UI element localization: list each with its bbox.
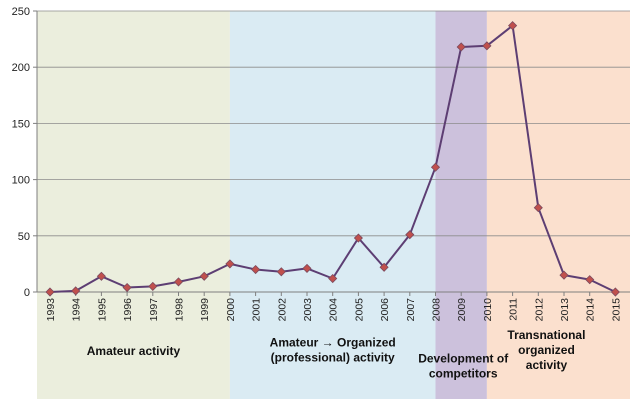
- x-tick-label: 2002: [276, 298, 288, 322]
- phase-band-2: [229, 11, 436, 399]
- series-markers: [45, 21, 620, 297]
- data-point-2011: [508, 21, 518, 31]
- phase-band-1: [37, 11, 230, 399]
- data-point-1998: [173, 277, 184, 287]
- phase-label-3: Development of: [418, 352, 509, 366]
- x-tick-label: 1995: [96, 298, 108, 322]
- x-tick-label: 2006: [379, 298, 391, 322]
- gridlines: [37, 10, 630, 237]
- data-point-2001: [251, 264, 261, 275]
- phase-label-2: Amateur → Organized: [270, 336, 396, 350]
- y-tick-label: 250: [12, 6, 30, 18]
- x-tick-label: 2008: [431, 298, 443, 322]
- x-tick-label: 2013: [559, 298, 571, 322]
- data-point-1994: [71, 286, 81, 296]
- x-tick-label: 2001: [251, 298, 263, 322]
- data-point-2012: [533, 203, 543, 213]
- data-point-2002: [276, 267, 286, 277]
- x-tick-label: 2007: [405, 298, 417, 322]
- x-tick-label: 1999: [199, 298, 211, 322]
- x-tick-label: 2012: [533, 298, 545, 322]
- x-tick-label: 2003: [302, 298, 314, 322]
- data-point-2004: [328, 273, 338, 284]
- phase-label-1: Amateur activity: [87, 344, 181, 358]
- phase-label-3: competitors: [429, 367, 498, 381]
- x-tick-label: 1998: [174, 298, 186, 322]
- x-tick-label: 2011: [508, 298, 520, 321]
- x-tick-label: 1994: [71, 298, 83, 322]
- x-tick-label: 1996: [122, 298, 134, 322]
- phase-label-4: organized: [518, 343, 575, 357]
- phase-labels: Amateur activity Amateur → Organized(prof…: [87, 328, 586, 381]
- data-point-2003: [302, 263, 312, 273]
- data-point-1995: [96, 271, 106, 281]
- data-point-2008: [430, 162, 441, 172]
- data-point-1996: [122, 282, 132, 293]
- x-axis-ticks: 1993 1994 1995 1996 1997 1998 1999 2000 2001 2002…: [45, 292, 622, 321]
- x-tick-label: 2014: [585, 298, 597, 322]
- x-tick-label: 2010: [482, 298, 494, 322]
- y-tick-label: 50: [18, 231, 30, 243]
- phase-label-4: Transnational: [507, 328, 585, 342]
- axes: [36, 11, 630, 293]
- data-point-1993: [45, 287, 55, 297]
- x-tick-label: 2004: [328, 298, 340, 322]
- y-tick-label: 100: [12, 175, 30, 187]
- data-point-1997: [148, 281, 158, 291]
- x-tick-label: 2009: [456, 298, 468, 322]
- y-axis-ticks: 0 50 100 150 200 250: [12, 6, 37, 299]
- phase-label-4: activity: [526, 358, 568, 372]
- data-point-1999: [199, 271, 209, 281]
- phase-backgrounds: [37, 11, 630, 399]
- phase-band-4: [486, 11, 630, 399]
- data-point-2007: [405, 230, 415, 240]
- data-point-2009: [456, 42, 466, 52]
- data-point-2014: [585, 275, 595, 285]
- phase-label-2: (professional) activity: [271, 351, 395, 365]
- y-tick-label: 200: [12, 62, 30, 74]
- x-tick-label: 1993: [45, 298, 57, 322]
- x-tick-label: 2015: [610, 298, 622, 322]
- x-tick-label: 2000: [225, 298, 237, 322]
- phase-band-3: [435, 11, 487, 399]
- data-point-2013: [559, 270, 569, 280]
- data-point-2015: [610, 287, 620, 297]
- x-tick-label: 2005: [353, 298, 365, 322]
- x-tick-label: 1997: [148, 298, 160, 322]
- y-tick-label: 0: [24, 287, 30, 299]
- data-point-2000: [225, 259, 235, 269]
- data-point-2006: [379, 262, 389, 272]
- data-point-2010: [482, 41, 492, 51]
- data-point-2005: [353, 233, 363, 243]
- y-tick-label: 150: [12, 118, 30, 130]
